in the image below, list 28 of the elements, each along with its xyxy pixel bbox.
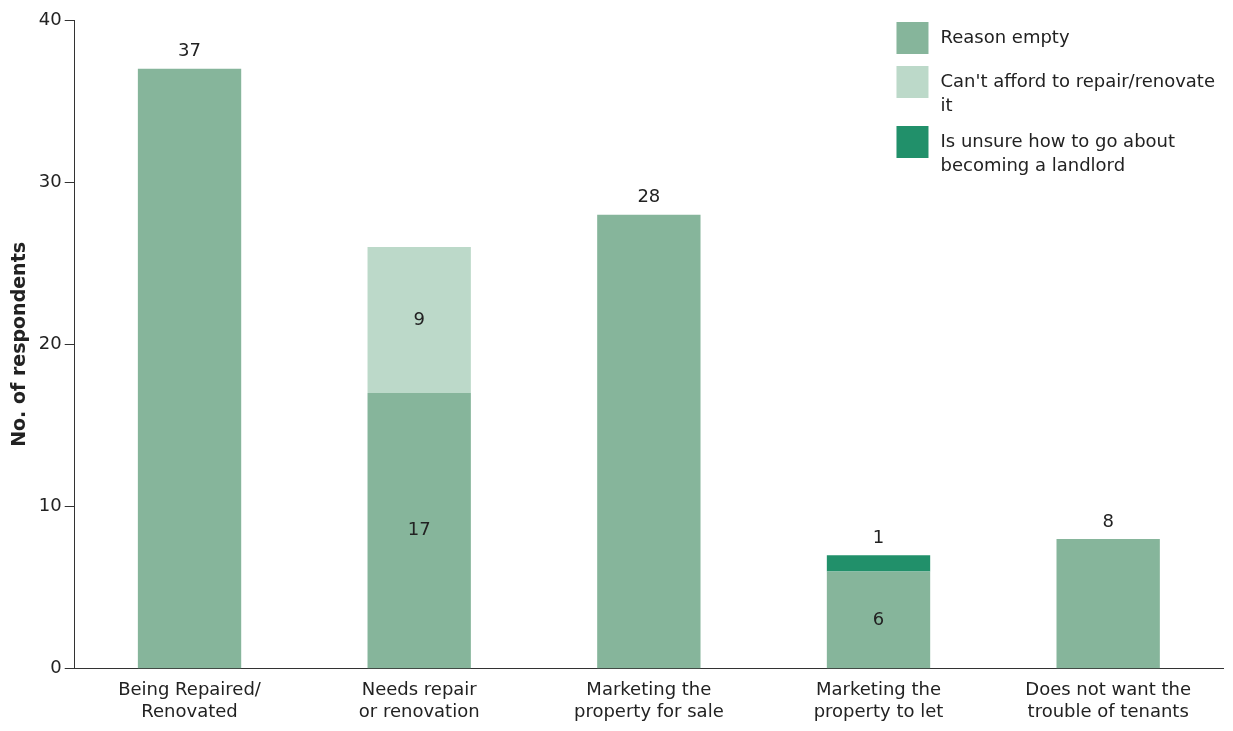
data-label: 6 bbox=[872, 607, 885, 629]
y-tick-label: 20 bbox=[38, 332, 62, 354]
data-label: 28 bbox=[637, 185, 661, 207]
y-tick-label: 0 bbox=[50, 656, 62, 678]
data-label: 9 bbox=[413, 307, 425, 329]
legend-label: Can't afford to repair/renovate it bbox=[940, 69, 1216, 115]
x-tick-label: Marketing the property to let bbox=[813, 678, 944, 721]
data-label: 8 bbox=[1102, 509, 1114, 531]
y-tick-label: 10 bbox=[38, 494, 62, 516]
legend-label: Reason empty bbox=[940, 25, 1070, 47]
bar bbox=[367, 247, 471, 394]
bar bbox=[826, 555, 931, 572]
x-tick-label: Marketing the property for sale bbox=[573, 678, 724, 721]
x-tick-label: Needs repair or renovation bbox=[358, 678, 480, 721]
data-label: 17 bbox=[407, 518, 431, 540]
bar bbox=[137, 68, 242, 669]
bar bbox=[367, 393, 471, 669]
data-label: 1 bbox=[872, 525, 885, 547]
y-tick-label: 30 bbox=[38, 169, 62, 191]
y-tick-label: 40 bbox=[38, 7, 62, 29]
bar bbox=[826, 571, 931, 669]
bar bbox=[1056, 539, 1160, 669]
x-tick-label: Being Repaired/ Renovated bbox=[118, 678, 262, 721]
bar bbox=[597, 214, 701, 669]
data-label: 37 bbox=[178, 39, 201, 61]
y-axis-title: No. of respondents bbox=[7, 241, 30, 447]
legend-label: Is unsure how to go about becoming a landlord bbox=[940, 129, 1176, 175]
x-tick-label: Does not want the trouble of tenants bbox=[1025, 678, 1192, 721]
